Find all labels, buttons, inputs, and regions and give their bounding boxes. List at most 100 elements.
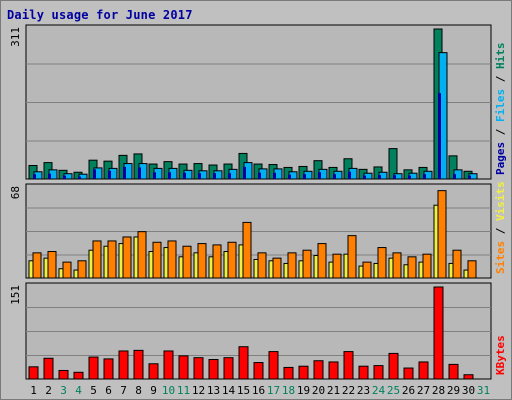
bar-sites-day-25	[392, 252, 402, 279]
x-tick-label-day-22: 22	[342, 384, 355, 397]
bar-sites-day-5	[92, 240, 102, 279]
bar-pages-day-8	[138, 167, 141, 179]
bar-sites-day-23	[362, 261, 372, 279]
bar-pages-day-26	[408, 175, 411, 179]
bar-kbytes-day-1	[28, 366, 39, 380]
bar-kbytes-day-19	[298, 365, 309, 380]
bar-pages-day-28	[438, 93, 441, 179]
x-tick-label-day-3: 3	[60, 384, 67, 397]
x-tick-label-day-14: 14	[222, 384, 236, 397]
bar-sites-day-14	[227, 241, 237, 279]
bar-sites-day-1	[32, 252, 42, 279]
legend-separator: /	[494, 69, 507, 89]
x-tick-label-day-4: 4	[75, 384, 82, 397]
bar-pages-day-11	[183, 172, 186, 179]
x-tick-label-day-9: 9	[150, 384, 157, 397]
bar-kbytes-day-9	[148, 363, 159, 380]
bar-kbytes-day-6	[103, 358, 114, 380]
bar-kbytes-day-10	[163, 350, 174, 380]
bar-sites-day-18	[287, 252, 297, 279]
legend-separator: /	[494, 221, 507, 241]
legend-separator: /	[494, 122, 507, 142]
x-tick-label-day-23: 23	[357, 384, 370, 397]
bar-kbytes-day-26	[403, 367, 414, 380]
bar-sites-day-24	[377, 247, 387, 279]
bar-sites-day-4	[77, 260, 87, 279]
bar-kbytes-day-28	[433, 286, 444, 380]
bar-sites-day-3	[62, 261, 72, 279]
x-tick-label-day-25: 25	[387, 384, 400, 397]
bar-kbytes-day-17	[268, 351, 279, 380]
bar-sites-day-15	[242, 221, 252, 279]
legend-kbytes: KBytes	[494, 335, 507, 375]
x-tick-label-day-30: 30	[462, 384, 475, 397]
legend-entry-sites: Sites	[494, 241, 507, 274]
bar-pages-day-6	[108, 170, 111, 179]
bar-kbytes-day-4	[73, 371, 84, 380]
legend-entry-hits: Hits	[494, 43, 507, 70]
bar-kbytes-day-15	[238, 346, 249, 380]
bar-sites-day-12	[197, 243, 207, 279]
x-tick-label-day-16: 16	[252, 384, 265, 397]
legend-entry-visits: Visits	[494, 181, 507, 221]
bar-sites-day-11	[182, 245, 192, 279]
x-tick-label-day-24: 24	[372, 384, 386, 397]
bar-sites-day-7	[122, 236, 132, 279]
bar-pages-day-29	[453, 174, 456, 179]
y-max-label-kbytes: 151	[9, 285, 22, 305]
bar-kbytes-day-12	[193, 357, 204, 380]
bar-kbytes-day-23	[358, 365, 369, 380]
bar-kbytes-day-13	[208, 359, 219, 380]
legend-entry-pages: Pages	[494, 142, 507, 175]
y-max-label-hits-files-pages: 311	[9, 27, 22, 47]
x-tick-label-day-28: 28	[432, 384, 445, 397]
bar-pages-day-4	[78, 176, 81, 179]
bar-sites-day-29	[452, 249, 462, 279]
bar-sites-day-26	[407, 256, 417, 279]
bar-pages-day-2	[48, 173, 51, 179]
chart-title: Daily usage for June 2017	[7, 8, 193, 22]
bar-sites-day-13	[212, 244, 222, 279]
legend-hits-files-pages: Pages / Files / Hits	[494, 43, 507, 176]
bar-pages-day-25	[393, 175, 396, 179]
x-tick-label-day-10: 10	[162, 384, 175, 397]
bar-pages-day-3	[63, 175, 66, 179]
bar-pages-day-16	[258, 172, 261, 179]
legend-visits-sites: Sites / Visits	[494, 181, 507, 274]
bar-sites-day-22	[347, 235, 357, 279]
x-tick-label-day-12: 12	[192, 384, 205, 397]
bar-kbytes-day-7	[118, 350, 129, 380]
bar-sites-day-10	[167, 240, 177, 279]
bar-kbytes-day-11	[178, 355, 189, 380]
bar-sites-day-21	[332, 253, 342, 279]
bar-pages-day-12	[198, 173, 201, 179]
legend-entry-kbytes: KBytes	[494, 335, 507, 375]
bar-pages-day-9	[153, 172, 156, 179]
bar-pages-day-24	[378, 175, 381, 179]
bar-sites-day-30	[467, 260, 477, 279]
x-tick-label-day-17: 17	[267, 384, 280, 397]
bar-sites-day-28	[437, 190, 447, 279]
x-tick-label-day-18: 18	[282, 384, 295, 397]
x-tick-label-day-19: 19	[297, 384, 310, 397]
bar-sites-day-17	[272, 257, 282, 279]
bar-pages-day-13	[213, 173, 216, 179]
bar-pages-day-19	[303, 174, 306, 179]
bar-pages-day-10	[168, 172, 171, 179]
bar-pages-day-23	[363, 175, 366, 179]
bar-sites-day-20	[317, 243, 327, 279]
bar-kbytes-day-20	[313, 360, 324, 380]
x-tick-label-day-13: 13	[207, 384, 220, 397]
bar-kbytes-day-29	[448, 363, 459, 380]
bar-kbytes-day-5	[88, 356, 99, 380]
bar-pages-day-17	[273, 172, 276, 179]
bar-kbytes-day-27	[418, 361, 429, 380]
x-tick-label-day-11: 11	[177, 384, 190, 397]
x-tick-label-day-15: 15	[237, 384, 250, 397]
bar-pages-day-21	[333, 174, 336, 179]
bar-pages-day-1	[33, 174, 36, 179]
legend-entry-files: Files	[494, 89, 507, 122]
bar-kbytes-day-3	[58, 369, 69, 380]
bar-sites-day-6	[107, 240, 117, 279]
bar-kbytes-day-22	[343, 351, 354, 380]
